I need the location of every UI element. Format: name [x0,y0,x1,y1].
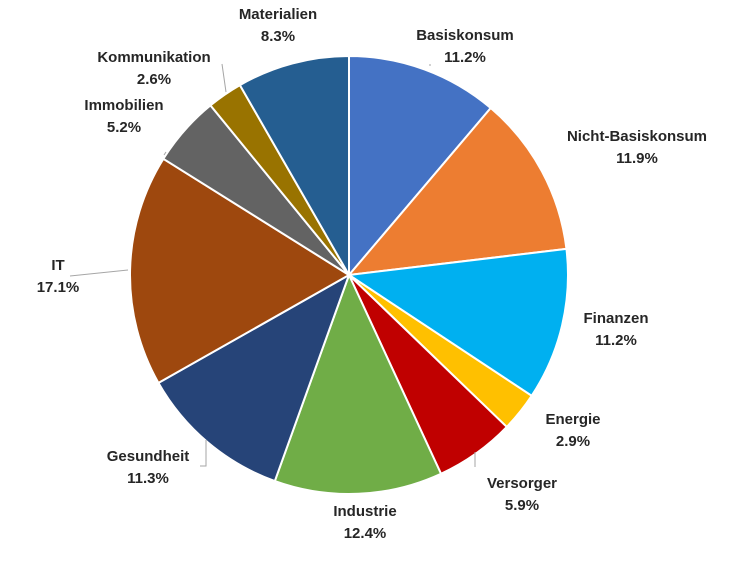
slice-label-nicht-basiskonsum: Nicht-Basiskonsum 11.9% [567,128,707,167]
pie-slices [129,54,569,495]
slice-category-label: Energie [545,411,600,428]
pie-slice-finanzen [346,247,569,398]
slice-value-label: 2.6% [137,71,171,88]
slice-value-label: 11.2% [444,49,486,66]
slice-value-label: 11.3% [127,470,169,487]
slice-category-label: Gesundheit [107,448,190,465]
slice-category-label: Basiskonsum [416,27,514,44]
pie-slice-materialien [238,54,350,279]
pie-slice-nicht-basiskonsum [346,106,568,277]
slice-value-label: 11.9% [616,150,658,167]
leader-line-gesundheit [200,440,207,467]
pie-slice-basiskonsum [348,54,493,278]
slice-category-label: IT [51,257,64,274]
slice-label-materialien: Materialien 8.3% [239,6,317,45]
slice-value-label: 17.1% [37,279,80,296]
slice-value-label: 5.2% [107,119,141,136]
pie-slice-it [129,157,351,385]
leader-line-kommunikation [221,63,227,93]
slice-label-industrie: Industrie 12.4% [333,503,396,542]
slice-value-label: 2.9% [556,433,590,450]
slice-labels: Basiskonsum 11.2% Nicht-Basiskonsum 11.9% Fi… [37,6,707,542]
leader-lines [69,63,476,467]
slice-label-immobilien: Immobilien 5.2% [84,97,163,136]
slice-label-kommunikation: Kommunikation 2.6% [97,49,210,88]
slice-label-gesundheit: Gesundheit 11.3% [107,448,190,487]
slice-category-label: Versorger [487,475,557,492]
slice-category-label: Nicht-Basiskonsum [567,128,707,145]
slice-label-versorger: Versorger 5.9% [487,475,557,514]
slice-label-finanzen: Finanzen 11.2% [583,310,648,349]
slice-label-energie: Energie 2.9% [545,411,600,450]
slice-label-it: IT 17.1% [37,257,80,296]
slice-value-label: 12.4% [344,525,387,542]
pie-slice-industrie [273,272,443,495]
slice-value-label: 11.2% [595,332,637,349]
slice-category-label: Immobilien [84,97,163,114]
slice-category-label: Kommunikation [97,49,210,66]
leader-line-immobilien [163,151,167,156]
leader-line-it [69,269,129,277]
slice-value-label: 5.9% [505,497,539,514]
slice-value-label: 8.3% [261,28,295,45]
slice-category-label: Industrie [333,503,396,520]
slice-category-label: Materialien [239,6,317,23]
slice-label-basiskonsum: Basiskonsum 11.2% [416,27,514,66]
pie-slice-gesundheit [157,272,351,483]
slice-category-label: Finanzen [583,310,648,327]
